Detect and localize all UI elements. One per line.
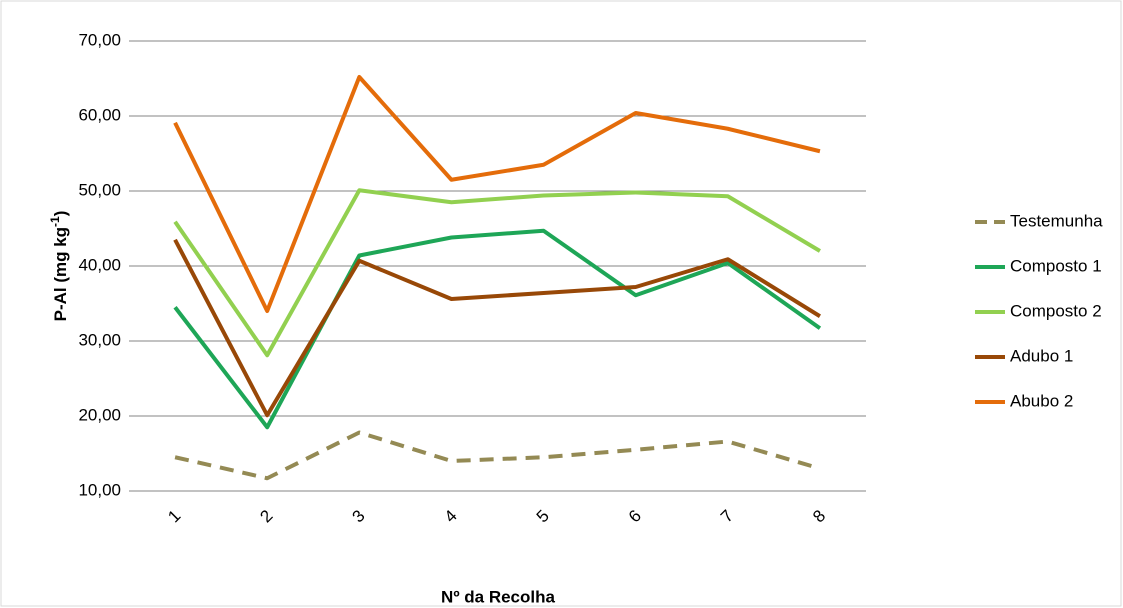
data-line — [173, 228, 822, 430]
y-tick-label: 40,00 — [78, 255, 121, 274]
y-tick-label: 20,00 — [78, 405, 121, 424]
y-tick-label: 30,00 — [78, 330, 121, 349]
y-axis-label-superscript: -1 — [48, 216, 62, 227]
y-tick-label: 50,00 — [78, 180, 121, 199]
data-line — [173, 238, 821, 418]
legend-label: Abubo 2 — [1010, 391, 1073, 410]
y-tick-label: 60,00 — [78, 105, 121, 124]
x-axis-label: Nº da Recolha — [441, 587, 555, 606]
y-tick-label: 70,00 — [78, 30, 121, 49]
legend-label: Testemunha — [1010, 211, 1103, 230]
y-axis-label-text: P-Al (mg kg — [51, 227, 70, 321]
legend-label: Composto 1 — [1010, 256, 1102, 275]
legend-label: Adubo 1 — [1010, 346, 1073, 365]
y-axis-label: P-Al (mg kg-1) — [48, 211, 70, 322]
data-line — [173, 75, 821, 313]
data-line — [174, 430, 821, 481]
legend-label: Composto 2 — [1010, 301, 1102, 320]
data-line — [173, 188, 821, 358]
y-axis-label-end: ) — [51, 211, 70, 217]
y-tick-label: 10,00 — [78, 480, 121, 499]
